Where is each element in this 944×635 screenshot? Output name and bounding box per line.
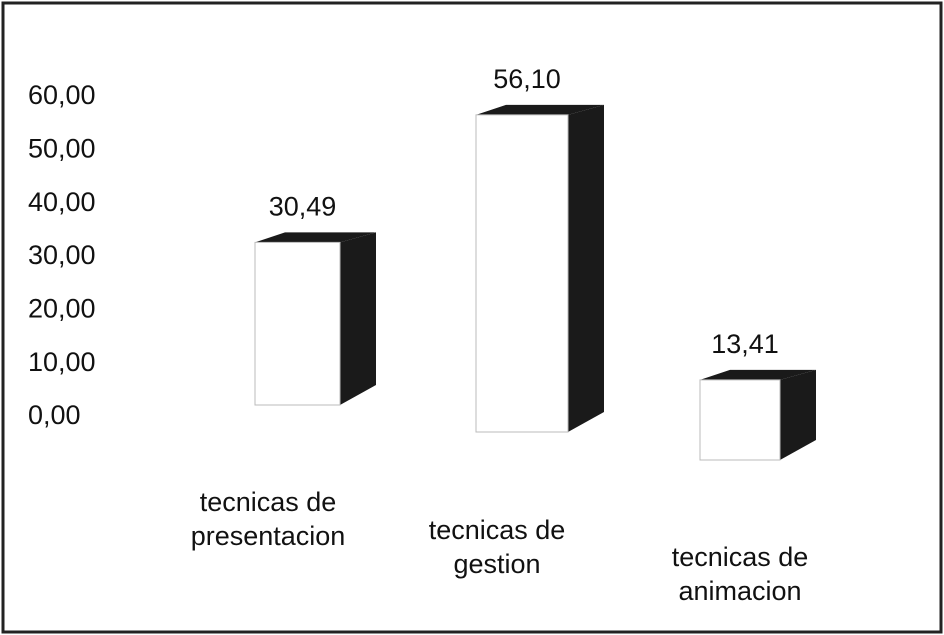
bar xyxy=(699,379,781,461)
bar-top xyxy=(476,104,604,115)
y-tick-label: 0,00 xyxy=(28,400,81,430)
y-tick-label: 60,00 xyxy=(28,80,96,110)
x-tick-label: tecnicas de gestion xyxy=(428,515,566,579)
bar-side xyxy=(568,104,604,433)
value-label: 30,49 xyxy=(269,192,337,222)
y-tick-label: 10,00 xyxy=(28,347,96,377)
bar-side xyxy=(340,232,376,405)
bar xyxy=(475,114,569,433)
y-tick-label: 30,00 xyxy=(28,240,96,270)
x-tick-label: tecnicas de presentacion xyxy=(190,487,346,551)
bar-top xyxy=(700,369,816,380)
y-tick-label: 50,00 xyxy=(28,133,96,163)
y-tick-label: 20,00 xyxy=(28,293,96,323)
value-label: 13,41 xyxy=(711,329,779,359)
value-label: 56,10 xyxy=(493,64,561,94)
x-tick-label: tecnicas de animacion xyxy=(671,542,809,606)
bar xyxy=(254,241,341,406)
y-tick-label: 40,00 xyxy=(28,187,96,217)
bar-top xyxy=(255,232,376,243)
bar-side xyxy=(780,369,816,460)
